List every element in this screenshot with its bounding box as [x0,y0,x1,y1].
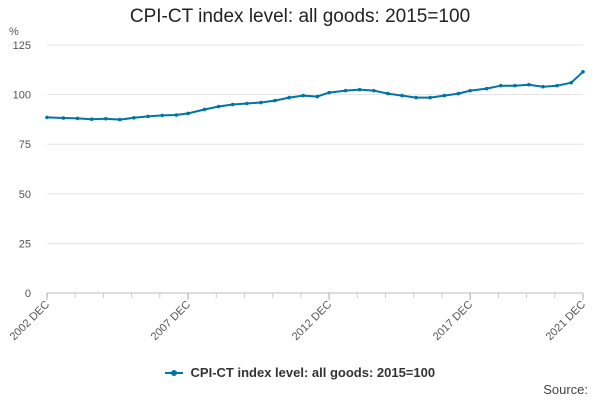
y-tick-label-5: 125 [13,40,31,52]
data-point-0-35 [541,84,545,89]
data-point-0-9 [174,113,179,117]
x-tick-label-3: 2017 DEC [431,299,475,343]
data-point-0-29 [456,91,461,96]
y-tick-label-2: 50 [19,189,31,201]
data-point-0-8 [160,113,164,118]
data-point-0-34 [527,82,531,87]
plot-area: % 0 25 50 75 100 125 2002 DEC 2007 DEC 2012 DEC 20… [8,26,588,343]
data-point-0-24 [386,91,390,96]
data-point-0-1 [61,116,66,120]
legend[interactable]: CPI-CT index level: all goods: 2015=100 [0,365,600,380]
data-point-0-11 [202,107,207,112]
legend-swatch [164,369,183,376]
data-point-0-6 [132,116,136,120]
data-point-0-31 [484,86,489,91]
y-axis-unit-label: % [9,26,19,38]
data-point-0-2 [75,116,80,121]
data-point-0-33 [513,83,517,88]
data-point-0-27 [428,95,432,100]
data-point-0-18 [301,93,306,98]
data-point-0-23 [371,88,376,93]
x-tick-label-1: 2007 DEC [149,299,193,343]
data-point-0-17 [287,95,291,100]
data-point-0-5 [118,117,122,122]
data-point-0-37 [569,80,574,85]
series-line-0 [46,71,584,121]
data-point-0-16 [273,98,277,103]
data-point-0-12 [216,104,221,109]
x-tick-label-4: 2021 DEC [544,299,588,343]
x-tick-label-2: 2012 DEC [290,299,334,343]
data-point-0-4 [103,117,108,121]
data-point-0-21 [343,88,348,93]
data-point-0-20 [327,90,331,95]
data-point-0-7 [146,114,150,119]
data-point-0-25 [400,93,404,98]
data-point-0-38 [581,69,585,74]
data-point-0-0 [45,115,49,120]
data-point-0-3 [89,117,94,122]
y-tick-label-1: 25 [19,238,31,250]
data-point-0-28 [442,93,447,98]
x-tick-label-0: 2002 DEC [8,299,52,343]
data-point-0-14 [245,101,249,106]
data-point-0-10 [186,111,190,116]
data-point-0-26 [414,95,418,100]
source-label: Source: [543,382,588,397]
data-point-0-22 [357,87,362,92]
y-tick-label-4: 100 [13,90,31,102]
data-point-0-30 [468,88,472,93]
chart-title: CPI-CT index level: all goods: 2015=100 [129,6,471,27]
data-point-0-13 [230,102,235,107]
y-tick-label-0: 0 [25,288,31,300]
data-point-0-19 [315,94,320,99]
data-point-0-15 [259,100,263,105]
legend-label: CPI-CT index level: all goods: 2015=100 [190,365,436,380]
y-tick-label-3: 75 [19,139,31,151]
data-point-0-36 [555,83,559,88]
data-point-0-32 [498,83,503,88]
